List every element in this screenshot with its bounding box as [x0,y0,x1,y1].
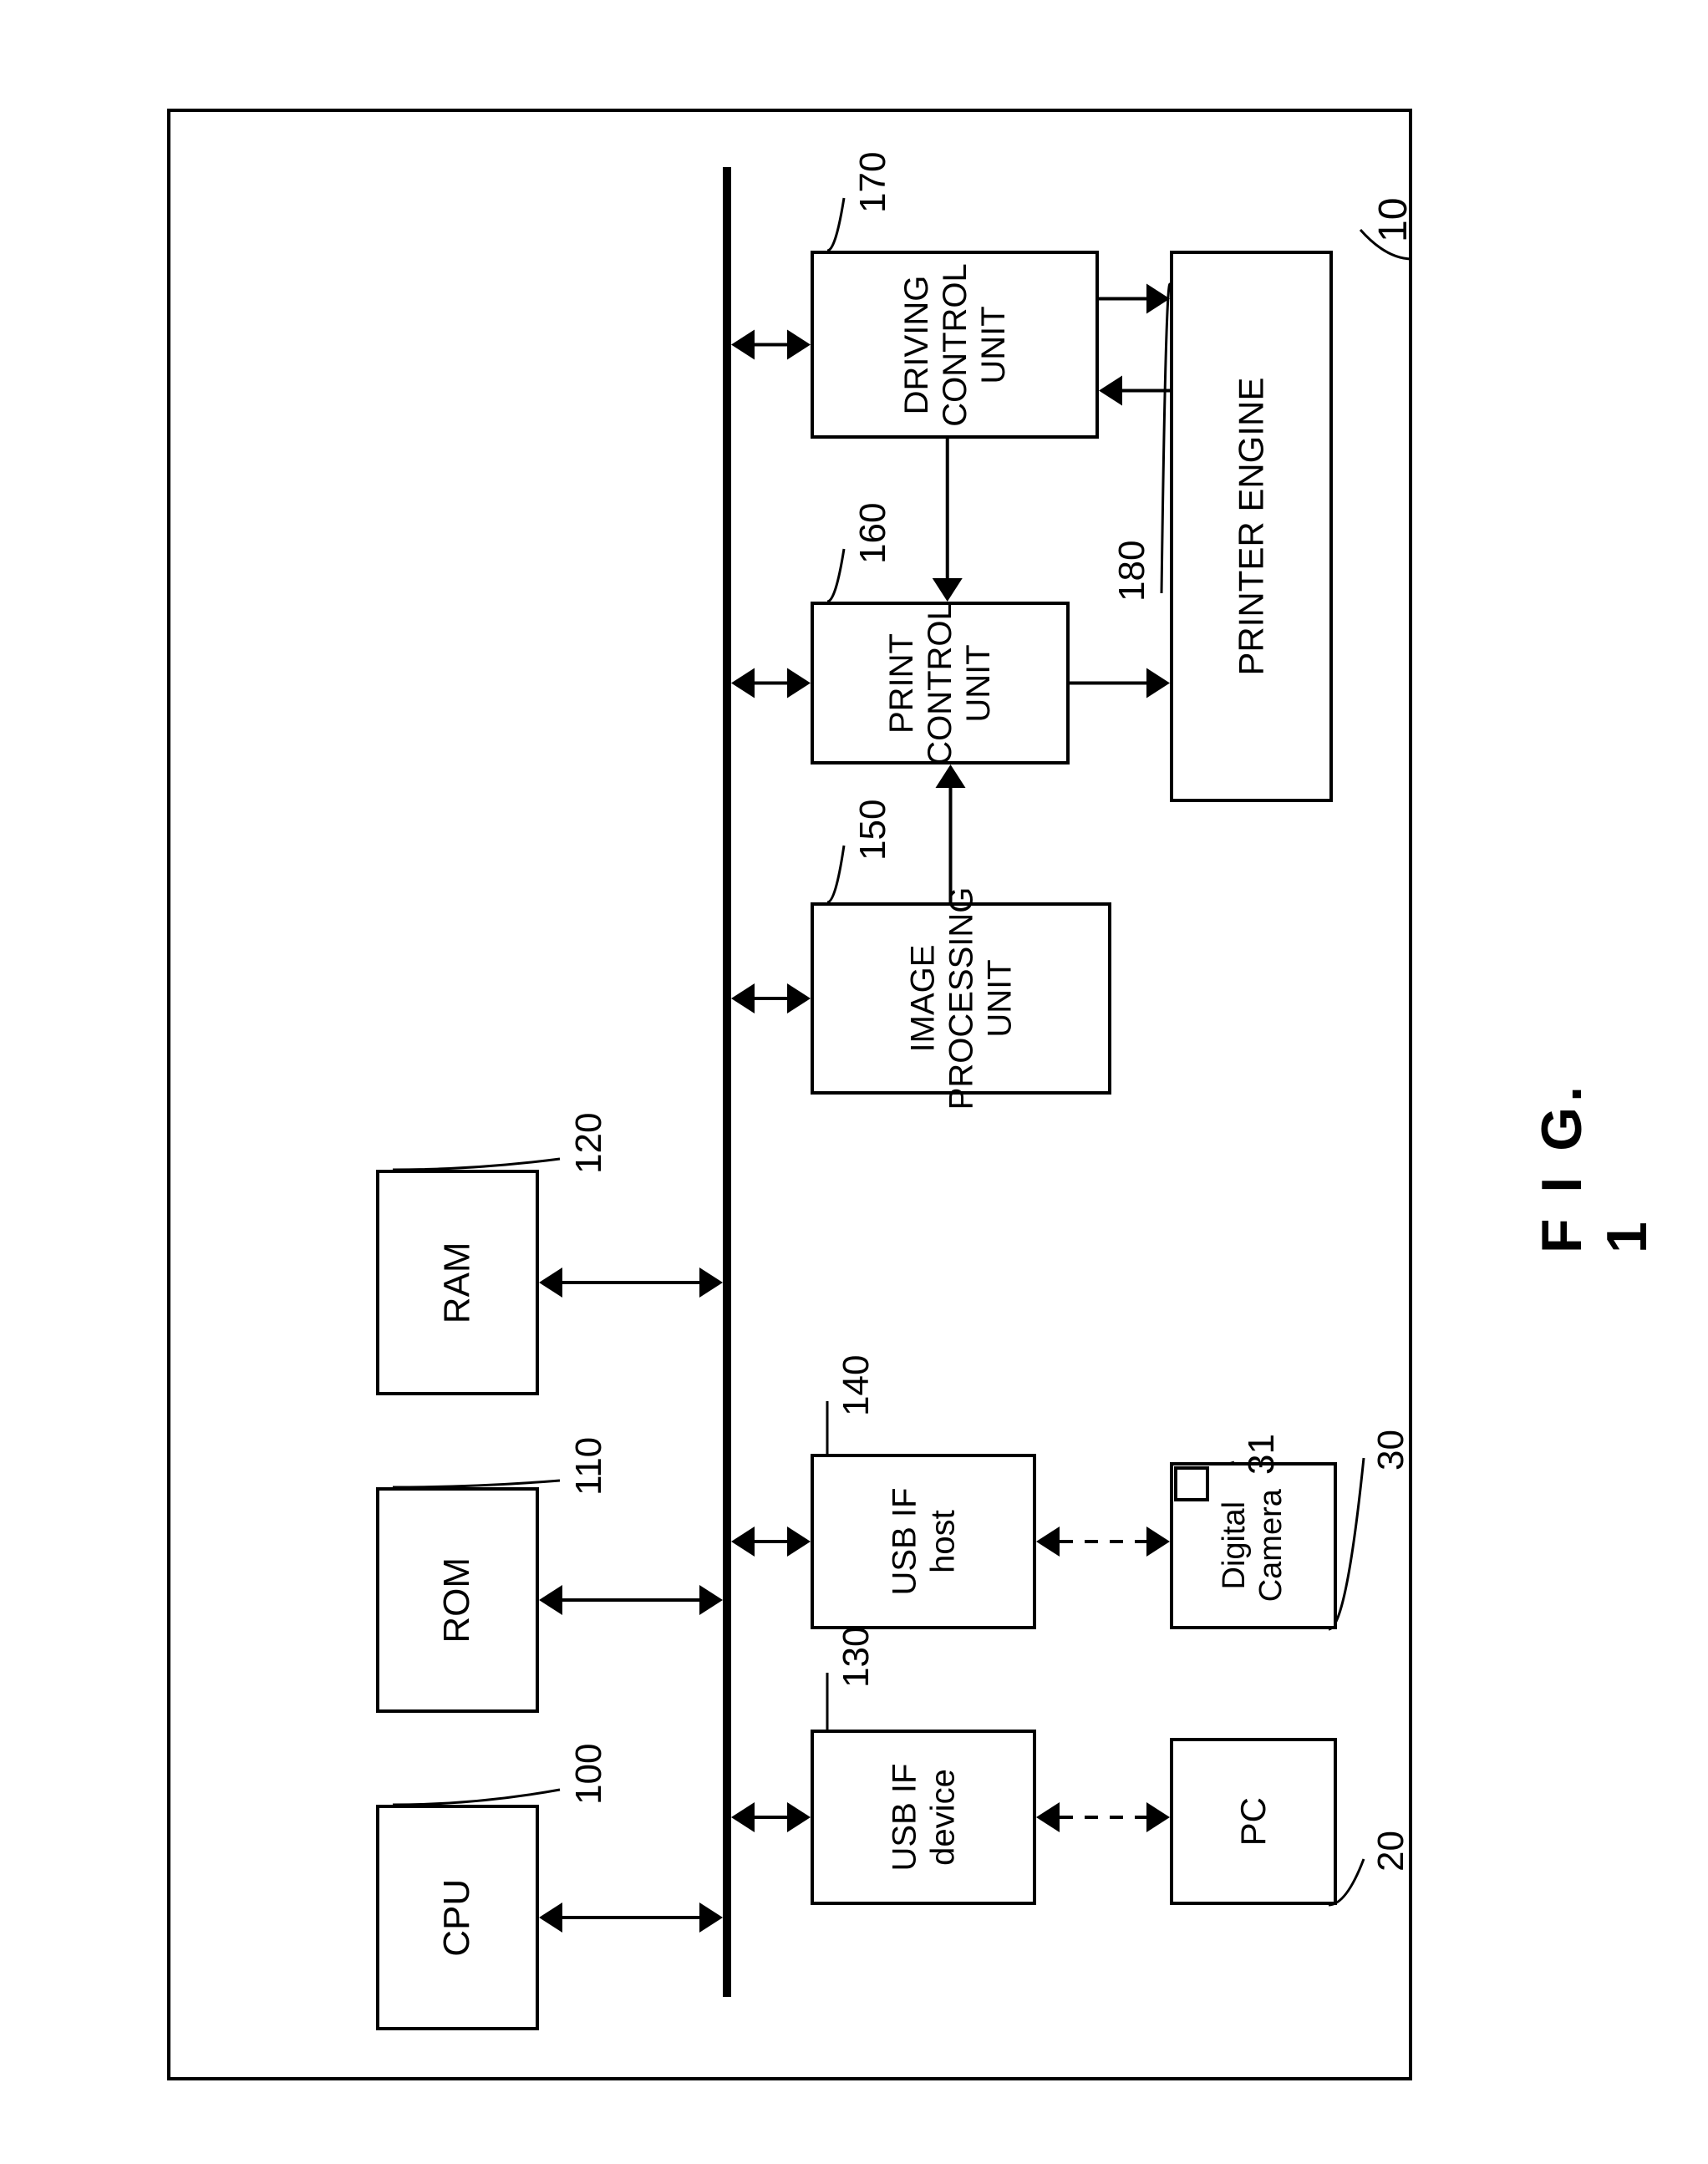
ref-ext-pc: 20 [1370,1831,1412,1872]
ref-img-proc: 150 [852,800,894,861]
ref-engine: 180 [1111,541,1153,602]
ref-print-ctl: 160 [852,503,894,564]
block-ram: RAM [376,1170,539,1395]
block-label: USB IF device [885,1764,962,1872]
block-label: CPU [436,1879,479,1957]
ref-frame: 10 [1370,198,1416,242]
memory-card [1174,1466,1209,1501]
external-pc: PC [1170,1738,1337,1905]
block-engine: PRINTER ENGINE [1170,251,1333,802]
block-label: PRINT CONTROL UNIT [882,602,998,765]
ref-ext-camera: 30 [1370,1430,1412,1471]
ref-ext-memcard: 31 [1241,1434,1283,1475]
block-usb-dev: USB IF device [811,1730,1036,1905]
figure-title: F I G. 1 [1529,1074,1660,1253]
ref-cpu: 100 [568,1744,610,1805]
ref-usb-host: 140 [836,1355,877,1416]
block-img-proc: IMAGE PROCESSING UNIT [811,902,1111,1095]
block-print-ctl: PRINT CONTROL UNIT [811,602,1070,765]
block-rom: ROM [376,1487,539,1713]
block-label: Digital Camera [1217,1489,1289,1602]
block-label: PRINTER ENGINE [1231,377,1271,675]
ref-drive-ctl: 170 [852,152,894,213]
ref-ram: 120 [568,1113,610,1174]
block-cpu: CPU [376,1805,539,2030]
block-label: PC [1233,1797,1273,1846]
block-drive-ctl: DRIVING CONTROL UNIT [811,251,1099,439]
block-label: IMAGE PROCESSING UNIT [903,887,1019,1110]
block-label: USB IF host [885,1488,962,1596]
block-label: ROM [436,1557,479,1643]
block-label: DRIVING CONTROL UNIT [897,263,1012,427]
ref-rom: 110 [568,1437,610,1496]
block-label: RAM [436,1242,479,1323]
ref-usb-dev: 130 [836,1627,877,1688]
block-usb-host: USB IF host [811,1454,1036,1629]
